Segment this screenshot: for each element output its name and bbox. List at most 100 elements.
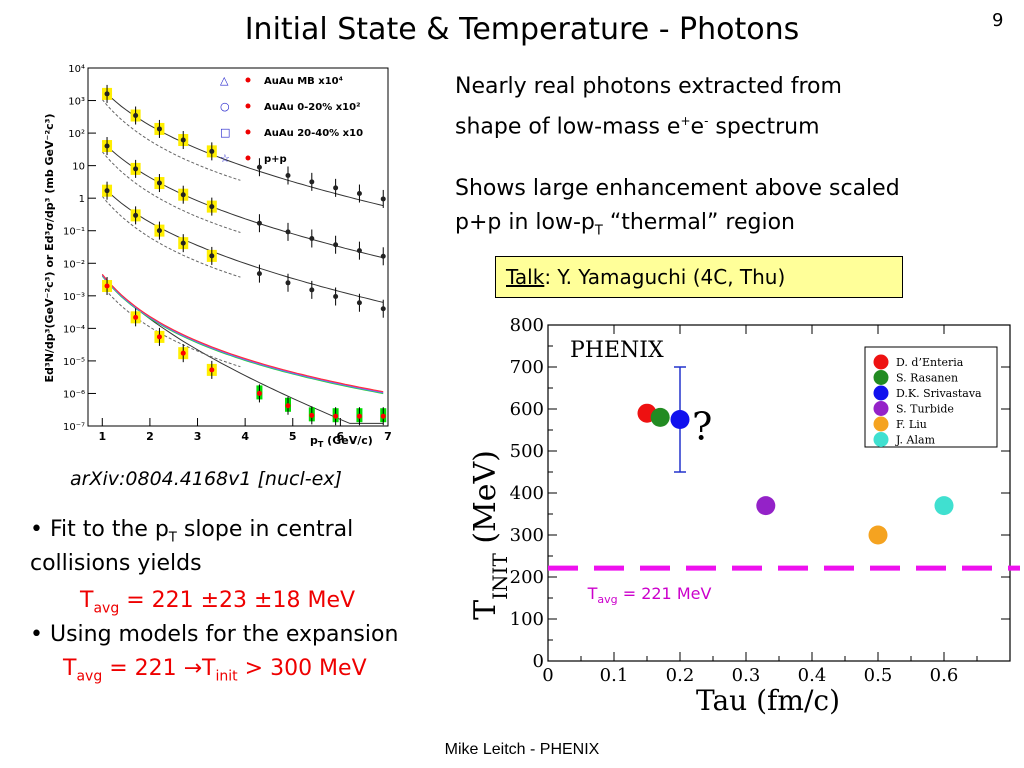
left-x-tick-label: 5 xyxy=(289,430,297,443)
left-data-point xyxy=(156,180,162,186)
left-legend-open-marker: ○ xyxy=(220,100,230,113)
right-legend-label: F. Liu xyxy=(896,418,927,431)
right-legend-marker xyxy=(873,432,889,447)
left-data-point xyxy=(380,253,386,259)
left-data-point xyxy=(285,403,291,409)
left-x-tick-label: 2 xyxy=(146,430,154,443)
superscript-plus: + xyxy=(680,114,691,128)
right-y-tick-label: 600 xyxy=(510,399,544,420)
left-scaled-pp-curve xyxy=(101,151,241,233)
tinit-value: > 300 MeV xyxy=(237,656,367,681)
citation: arXiv:0804.4168v1 [nucl-ex] xyxy=(70,468,342,490)
right-legend-label: D.K. Srivastava xyxy=(896,387,982,400)
right-y-tick-label: 700 xyxy=(510,357,544,378)
left-data-point xyxy=(356,191,362,197)
talk-reference-box: Talk: Y. Yamaguchi (4C, Thu) xyxy=(495,256,903,298)
left-x-tick-label: 3 xyxy=(194,430,202,443)
left-data-point xyxy=(333,185,339,191)
intro-text: shape of low-mass e xyxy=(455,114,681,140)
left-legend: △ AuAu MB x10⁴ ○ AuAu 0-20% x10² □ AuAu 20-40… xyxy=(220,74,363,165)
left-axes: 1 2 3 4 5 6 7 10⁻⁷ 10⁻⁶ 10⁻⁵ 10⁻⁴ 10⁻³ 10⁻² 10⁻¹ 1 10 10… xyxy=(63,64,392,443)
left-data-point xyxy=(209,204,215,210)
right-y-axis-label: TINIT (MeV) xyxy=(468,450,512,620)
left-y-axis-label: Ed³N/dp³(GeV⁻²c³) or Ed³σ/dp³ (mb GeV⁻²c… xyxy=(43,113,56,382)
left-data-point xyxy=(380,306,386,312)
left-data-point xyxy=(309,179,315,185)
left-fit-curve xyxy=(101,185,384,303)
left-data-point xyxy=(104,283,110,289)
slide-title: Initial State & Temperature - Photons xyxy=(244,12,800,47)
left-y-tick-label: 10³ xyxy=(68,97,85,108)
tinit-result: Tavg = 221 →Tinit > 300 MeV xyxy=(63,652,367,693)
tavg-T: T xyxy=(80,588,94,613)
enhancement-paragraph: Shows large enhancement above scaled p+p… xyxy=(455,172,900,248)
tavg-reference-label: Tavg = 221 MeV xyxy=(587,584,712,606)
left-legend-filled-marker xyxy=(245,129,251,135)
left-data-point xyxy=(356,248,362,254)
right-legend-marker xyxy=(873,370,889,385)
left-data-point xyxy=(333,294,339,300)
intro-paragraph: Nearly real photons extracted from shape… xyxy=(455,70,842,144)
right-legend-marker xyxy=(873,354,889,370)
right-x-tick-label: 0.2 xyxy=(666,665,695,686)
left-y-tick-label: 10⁻⁵ xyxy=(63,357,85,368)
left-data-point xyxy=(180,137,186,143)
left-data-point xyxy=(333,413,339,419)
left-data-point xyxy=(309,235,315,241)
left-data-point xyxy=(156,334,162,340)
page-number: 9 xyxy=(992,10,1004,31)
intro-text-e: e xyxy=(690,114,705,140)
left-scaled-pp-curve xyxy=(101,195,241,278)
bullet-1-text: • Fit to the p xyxy=(30,517,169,542)
left-y-tick-label: 10⁻⁶ xyxy=(63,389,85,400)
right-x-tick-label: 0.6 xyxy=(930,665,959,686)
right-x-tick-label: 0.1 xyxy=(600,665,629,686)
right-y-tick-label: 300 xyxy=(510,525,544,546)
tinit-init-subscript: init xyxy=(215,668,238,685)
left-data-point xyxy=(209,148,215,154)
tavg-subscript: avg xyxy=(93,600,120,617)
left-data-point xyxy=(180,350,186,356)
left-legend-label: AuAu 0-20% x10² xyxy=(264,102,360,113)
left-data-point xyxy=(133,166,139,172)
left-data-point xyxy=(333,242,339,248)
left-data-point xyxy=(156,228,162,234)
right-data-point xyxy=(868,525,888,545)
right-x-tick-label: 0 xyxy=(542,665,553,686)
talk-link[interactable]: Talk xyxy=(506,265,545,289)
left-legend-filled-marker xyxy=(245,77,251,83)
right-axes: 0 0.1 0.2 0.3 0.4 0.5 0.6 0 100 200 300 400 500 600 70… xyxy=(510,315,1011,686)
left-scaled-pp-curve xyxy=(101,99,241,181)
right-x-tick-label: 0.4 xyxy=(798,665,827,686)
right-legend-marker xyxy=(873,416,889,432)
left-data-point xyxy=(180,192,186,198)
tinit-vs-tau-chart: 0 0.1 0.2 0.3 0.4 0.5 0.6 0 100 200 300 400 500 600 70… xyxy=(468,315,1020,717)
left-data-point xyxy=(380,413,386,419)
right-legend-label: S. Rasanen xyxy=(896,372,958,385)
right-x-tick-label: 0.5 xyxy=(864,665,893,686)
left-data-points xyxy=(102,84,387,426)
left-data-point xyxy=(256,390,262,396)
left-x-axis-label: pT (GeV/c) xyxy=(310,434,373,448)
right-x-axis-label: Tau (fm/c) xyxy=(696,684,840,717)
left-legend-label: AuAu 20-40% x10 xyxy=(264,128,363,139)
bullet-2: • Using models for the expansion xyxy=(30,622,399,647)
left-legend-open-marker: △ xyxy=(220,74,229,87)
right-y-tick-label: 100 xyxy=(510,609,544,630)
intro-text-spectrum: spectrum xyxy=(708,114,820,140)
right-y-tick-label: 200 xyxy=(510,567,544,588)
tinit-T: T xyxy=(63,656,77,681)
left-fit-curve xyxy=(101,88,384,207)
right-y-tick-label: 0 xyxy=(533,651,544,672)
right-legend: D. d’Enteria S. Rasanen D.K. Srivastava S. … xyxy=(864,346,998,448)
left-y-tick-label: 10⁻³ xyxy=(63,292,85,303)
left-data-point xyxy=(309,412,315,418)
left-y-tick-label: 10⁴ xyxy=(68,64,85,75)
left-data-point xyxy=(285,172,291,178)
bullet-1-text-end: slope in central xyxy=(176,517,354,542)
tavg-result: Tavg = 221 ±23 ±18 MeV xyxy=(80,584,355,625)
intro-line-2: shape of low-mass e+e- spectrum xyxy=(455,104,842,144)
left-data-point xyxy=(285,280,291,286)
bullet-1-line-2: collisions yields xyxy=(30,551,202,576)
right-legend-label: S. Turbide xyxy=(896,403,954,416)
